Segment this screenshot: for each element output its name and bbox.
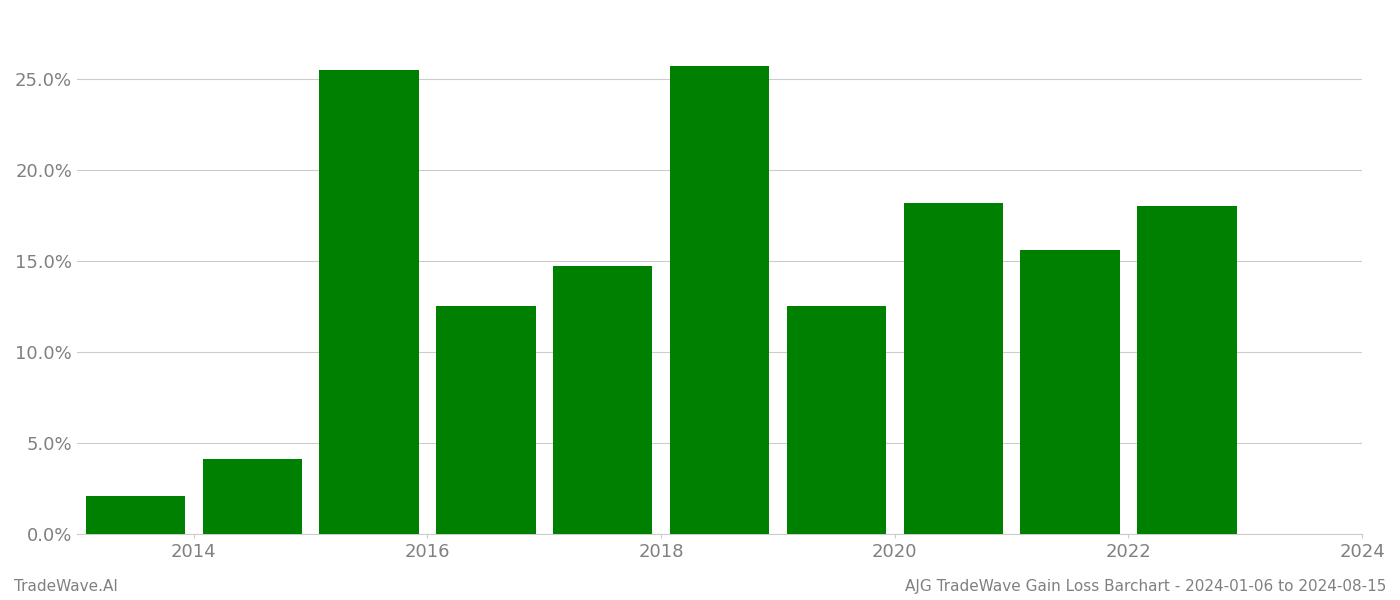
Bar <box>203 460 302 534</box>
Bar <box>553 266 652 534</box>
Bar <box>1021 250 1120 534</box>
Bar <box>319 70 419 534</box>
Bar <box>85 496 185 534</box>
Bar <box>671 66 769 534</box>
Bar <box>903 203 1002 534</box>
Text: AJG TradeWave Gain Loss Barchart - 2024-01-06 to 2024-08-15: AJG TradeWave Gain Loss Barchart - 2024-… <box>904 579 1386 594</box>
Text: TradeWave.AI: TradeWave.AI <box>14 579 118 594</box>
Bar <box>437 307 536 534</box>
Bar <box>787 307 886 534</box>
Bar <box>1137 206 1236 534</box>
